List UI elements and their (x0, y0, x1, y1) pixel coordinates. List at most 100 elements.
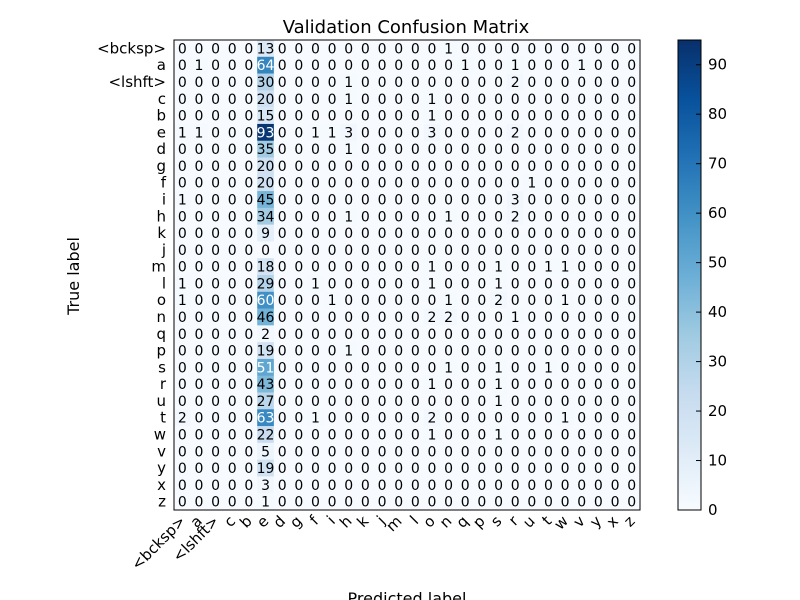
y-tick-label: <bcksp> (97, 39, 166, 57)
heatmap-cell (490, 409, 508, 427)
cell-value-label: 0 (477, 344, 486, 360)
heatmap-cell (540, 493, 558, 511)
cell-value-label: 0 (511, 142, 520, 158)
y-tick-label: d (156, 140, 166, 158)
heatmap-cell (623, 459, 641, 477)
heatmap-cell (390, 107, 408, 125)
heatmap-cell (340, 157, 358, 175)
cell-value-label: 0 (427, 159, 436, 175)
cell-value-label: 0 (178, 243, 187, 259)
heatmap-cell (623, 442, 641, 460)
heatmap-cell (223, 392, 241, 410)
heatmap-cell (623, 73, 641, 91)
heatmap-cell (323, 442, 341, 460)
cell-value-label: 0 (594, 411, 603, 427)
heatmap-cell (223, 207, 241, 225)
cell-value-label: 0 (278, 478, 287, 494)
heatmap-cell (556, 291, 574, 309)
heatmap-cell (174, 207, 191, 225)
heatmap-cell (273, 90, 291, 108)
heatmap-cell (573, 426, 591, 444)
heatmap-cell (174, 90, 191, 108)
cell-value-label: 0 (178, 92, 187, 108)
cell-value-label: 1 (194, 125, 203, 141)
cell-value-label: 0 (544, 394, 553, 410)
cell-value-label: 0 (577, 142, 586, 158)
cell-value-label: 0 (244, 411, 253, 427)
cell-value-label: 0 (444, 226, 453, 242)
heatmap-cell (606, 191, 624, 209)
cell-value-label: 0 (444, 159, 453, 175)
cell-value-label: 0 (311, 159, 320, 175)
cell-value-label: 0 (378, 142, 387, 158)
cell-value-label: 1 (311, 411, 320, 427)
heatmap-cell (590, 375, 608, 393)
heatmap-cell (573, 140, 591, 158)
cell-value-label: 19 (257, 344, 275, 360)
heatmap-cell (423, 291, 441, 309)
cell-value-label: 1 (444, 360, 453, 376)
heatmap-cell (307, 275, 325, 293)
heatmap-cell (590, 291, 608, 309)
heatmap-cell (357, 157, 375, 175)
heatmap-cell (373, 358, 391, 377)
cell-value-label: 0 (311, 478, 320, 494)
heatmap-cell (407, 56, 424, 74)
heatmap-cell (190, 275, 208, 293)
cell-value-label: 0 (411, 327, 420, 343)
cell-value-label: 0 (577, 75, 586, 91)
heatmap-cell (540, 207, 558, 225)
heatmap-cell (540, 291, 558, 309)
heatmap-cell (223, 375, 241, 393)
heatmap-cell (407, 291, 424, 309)
heatmap-cell (174, 275, 191, 293)
heatmap-cell (623, 375, 641, 393)
colorbar-tick-label: 70 (708, 155, 727, 173)
heatmap-cell (456, 291, 474, 309)
heatmap-cell (190, 40, 208, 58)
heatmap-cell (440, 73, 458, 91)
heatmap-cell (340, 476, 358, 494)
cell-value-label: 0 (577, 327, 586, 343)
heatmap-cell (357, 291, 375, 309)
heatmap-cell (390, 375, 408, 393)
cell-value-label: 0 (527, 293, 536, 309)
cell-value-label: 0 (211, 394, 220, 410)
cell-value-label: 0 (611, 209, 620, 225)
heatmap-cell (573, 241, 591, 259)
cell-value-label: 0 (311, 360, 320, 376)
cell-value-label: 0 (244, 176, 253, 192)
cell-value-label: 0 (378, 260, 387, 276)
cell-value-label: 0 (461, 411, 470, 427)
heatmap-cell (290, 241, 308, 259)
heatmap-cell (407, 90, 424, 108)
heatmap-cell (207, 476, 225, 494)
cell-value-label: 0 (511, 260, 520, 276)
cell-value-label: 0 (361, 411, 370, 427)
heatmap-cell (273, 123, 291, 142)
cell-value-label: 0 (178, 344, 187, 360)
cell-value-label: 0 (611, 310, 620, 326)
heatmap-cell (307, 56, 325, 74)
heatmap-cell (490, 191, 508, 209)
heatmap-cell (357, 241, 375, 259)
cell-value-label: 0 (461, 276, 470, 292)
cell-value-label: 2 (511, 209, 520, 225)
heatmap-cell (307, 426, 325, 444)
heatmap-cell (340, 426, 358, 444)
heatmap-cell (290, 325, 308, 343)
cell-value-label: 0 (228, 75, 237, 91)
cell-value-label: 0 (577, 243, 586, 259)
heatmap-cell (240, 207, 258, 225)
heatmap-cell (340, 291, 358, 309)
heatmap-cell (174, 174, 191, 192)
cell-value-label: 1 (328, 293, 337, 309)
heatmap-cell (590, 73, 608, 91)
cell-value-label: 0 (494, 461, 503, 477)
heatmap-cell (407, 207, 424, 225)
cell-value-label: 0 (294, 260, 303, 276)
heatmap-cell (207, 493, 225, 511)
cell-value-label: 0 (611, 159, 620, 175)
cell-value-label: 1 (461, 58, 470, 74)
heatmap-cell (573, 191, 591, 209)
